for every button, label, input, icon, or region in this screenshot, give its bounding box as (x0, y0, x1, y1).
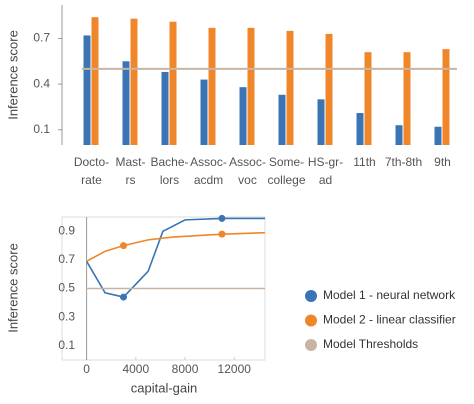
x-tick-label: 9th (434, 155, 451, 169)
x-tick-label: 8000 (172, 362, 199, 376)
x-tick-label: 4000 (122, 362, 149, 376)
bar (278, 94, 286, 145)
bar (83, 35, 91, 145)
bar (434, 126, 442, 145)
bar (403, 52, 411, 145)
legend-swatch (305, 339, 317, 351)
bar (161, 71, 169, 145)
y-tick-label: 0.3 (58, 309, 75, 323)
bar (169, 21, 177, 146)
x-tick-label: 0 (83, 362, 90, 376)
bar (200, 79, 208, 145)
y-axis-label: Inference score (5, 30, 20, 120)
highlight-point (218, 230, 226, 238)
y-tick-label: 0.5 (58, 281, 75, 295)
x-tick-label: lors (160, 173, 179, 187)
bar (286, 30, 294, 145)
x-tick-label: Assoc- (229, 155, 266, 169)
bar (364, 52, 372, 145)
x-tick-label: college (267, 173, 305, 187)
x-tick-label: Docto- (74, 155, 109, 169)
y-tick-label: 0.1 (58, 338, 75, 352)
x-tick-label: rate (81, 173, 102, 187)
x-tick-label: 12000 (218, 362, 252, 376)
x-tick-label: Bache- (150, 155, 188, 169)
bar (91, 17, 99, 145)
bar (208, 27, 216, 145)
x-tick-label: Mast- (116, 155, 146, 169)
y-tick-label: 0.9 (58, 223, 75, 237)
bar (130, 18, 138, 146)
x-axis-label: capital-gain (131, 380, 198, 395)
x-tick-label: acdm (194, 173, 223, 187)
x-tick-label: Assoc- (190, 155, 227, 169)
y-tick-label: 0.7 (33, 31, 50, 45)
legend-label: Model Thresholds (323, 337, 418, 351)
bar (356, 113, 364, 145)
data-line (85, 217, 265, 298)
x-tick-label: 7th-8th (385, 155, 422, 169)
x-tick-label: 11th (353, 155, 375, 169)
bar (317, 99, 325, 145)
bar (325, 33, 333, 146)
x-tick-label: rs (126, 173, 136, 187)
highlight-point (120, 293, 128, 301)
x-tick-label: voc (238, 173, 257, 187)
legend-swatch (305, 314, 317, 327)
legend-label: Model 1 - neural network (323, 288, 456, 302)
x-tick-label: ad (319, 173, 332, 187)
legend-label: Model 2 - linear classifier (323, 313, 456, 327)
highlight-point (120, 242, 128, 250)
data-line (86, 231, 266, 263)
bar (247, 27, 255, 145)
x-tick-label: Some- (269, 155, 304, 169)
y-tick-label: 0.4 (33, 76, 50, 90)
y-tick-label: 0.1 (33, 122, 50, 136)
bar (122, 61, 130, 145)
bar (395, 125, 403, 145)
y-tick-label: 0.7 (58, 252, 75, 266)
bar (239, 87, 247, 145)
bar (442, 49, 450, 146)
highlight-point (218, 214, 226, 222)
y-axis-label: Inference score (5, 243, 20, 333)
legend-swatch (305, 290, 317, 302)
x-tick-label: HS-gr- (308, 155, 343, 169)
